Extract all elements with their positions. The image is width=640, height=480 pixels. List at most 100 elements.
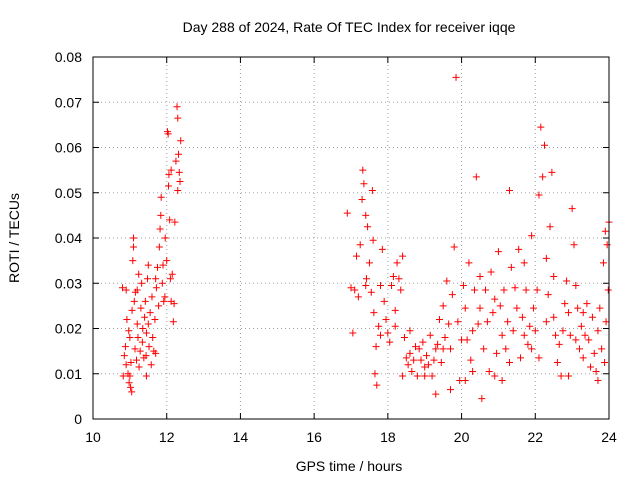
data-point [399, 252, 407, 260]
data-point [173, 103, 181, 111]
data-point [581, 331, 589, 339]
data-point [404, 361, 412, 369]
data-point [138, 279, 146, 287]
y-tick-label: 0.03 [55, 275, 82, 291]
x-tick-label: 24 [601, 429, 617, 445]
data-point [133, 286, 141, 294]
data-point [476, 304, 484, 312]
data-point [432, 390, 440, 398]
data-point [553, 358, 561, 366]
data-point [142, 372, 150, 380]
data-point [469, 367, 477, 375]
data-point [487, 268, 495, 276]
data-point [435, 315, 443, 323]
data-point [122, 361, 130, 369]
data-point [130, 243, 138, 251]
data-point [119, 372, 127, 380]
data-point [485, 367, 493, 375]
data-point [176, 177, 184, 185]
data-point [125, 379, 133, 387]
x-tick-label: 16 [306, 429, 322, 445]
data-point [533, 286, 541, 294]
data-point [603, 241, 611, 249]
data-points [118, 73, 613, 403]
x-axis-title: GPS time / hours [296, 458, 403, 474]
data-point [145, 343, 153, 351]
data-point [362, 211, 370, 219]
data-point [376, 331, 384, 339]
data-point [542, 254, 550, 262]
data-point [480, 345, 488, 353]
x-tick-label: 20 [454, 429, 470, 445]
data-point [552, 331, 560, 339]
data-point [526, 322, 534, 330]
data-point [570, 241, 578, 249]
data-point [408, 367, 416, 375]
data-point [126, 372, 134, 380]
data-point [362, 275, 370, 283]
data-point [450, 243, 458, 251]
data-point [494, 248, 502, 256]
data-point [172, 157, 180, 165]
data-point [148, 293, 156, 301]
data-point [500, 286, 508, 294]
data-point [421, 363, 429, 371]
y-tick-label: 0.04 [55, 230, 82, 246]
data-point [517, 354, 525, 362]
data-point [483, 318, 491, 326]
data-point [428, 372, 436, 380]
data-point [152, 275, 160, 283]
data-point [557, 372, 565, 380]
data-point [493, 349, 501, 357]
data-point [520, 331, 528, 339]
data-point [528, 232, 536, 240]
data-point [127, 358, 135, 366]
x-tick-label: 18 [380, 429, 396, 445]
data-point [441, 334, 449, 342]
data-point [482, 286, 490, 294]
data-point [395, 275, 403, 283]
data-point [161, 293, 169, 301]
data-point [373, 381, 381, 389]
data-point [349, 329, 357, 337]
data-point [535, 191, 543, 199]
data-point [478, 395, 486, 403]
data-point [505, 186, 513, 194]
data-point [358, 196, 366, 204]
data-point [535, 354, 543, 362]
data-point [127, 383, 135, 391]
x-tick-label: 22 [527, 429, 543, 445]
data-point [604, 286, 612, 294]
data-point [360, 180, 368, 188]
data-point [156, 225, 164, 233]
data-point [364, 223, 372, 231]
data-point [129, 257, 137, 265]
data-point [563, 277, 571, 285]
data-point [175, 168, 183, 176]
data-point [598, 345, 606, 353]
data-point [463, 336, 471, 344]
data-point [133, 320, 141, 328]
data-point [154, 263, 161, 271]
data-point [443, 277, 451, 285]
data-point [472, 173, 480, 181]
data-point [152, 349, 160, 357]
data-point [572, 336, 580, 344]
data-point [160, 297, 168, 305]
data-point [426, 331, 434, 339]
data-point [412, 343, 419, 351]
data-point [564, 309, 572, 317]
data-point [389, 272, 397, 280]
data-point [489, 309, 497, 317]
data-point [447, 345, 455, 353]
data-point [118, 284, 126, 292]
y-tick-labels: 0 0.01 0.02 0.03 0.04 0.05 0.06 0.07 0.08 [55, 49, 82, 427]
data-point [406, 349, 414, 357]
y-tick-label: 0.01 [55, 366, 82, 382]
data-point [599, 259, 607, 267]
data-point [128, 388, 136, 396]
data-point [155, 302, 163, 310]
data-point [417, 356, 425, 364]
data-point [175, 150, 183, 158]
